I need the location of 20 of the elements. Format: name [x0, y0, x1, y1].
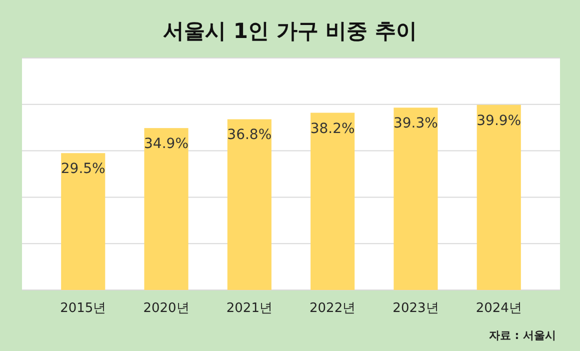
bar	[144, 128, 188, 290]
x-tick-label: 2022년	[310, 301, 356, 316]
x-tick-label: 2024년	[476, 301, 522, 316]
data-label: 36.8%	[227, 127, 272, 144]
data-label: 39.3%	[393, 116, 438, 132]
bar	[310, 112, 355, 290]
data-label: 38.2%	[310, 120, 355, 137]
bar	[394, 108, 438, 290]
bar	[227, 119, 272, 290]
x-tick-label: 2023년	[392, 301, 439, 316]
bar	[61, 153, 106, 290]
chart-title: 서울시 1인 가구 비중 추이	[163, 19, 417, 43]
bar	[476, 104, 521, 290]
x-tick-label: 2021년	[226, 301, 272, 316]
data-label: 29.5%	[60, 161, 106, 178]
x-tick-label: 2015년	[60, 301, 106, 316]
data-label: 39.9%	[476, 112, 522, 129]
data-label: 34.9%	[144, 136, 189, 152]
text: 자료 : 서울시	[488, 329, 556, 342]
x-tick-label: 2020년	[143, 301, 190, 316]
